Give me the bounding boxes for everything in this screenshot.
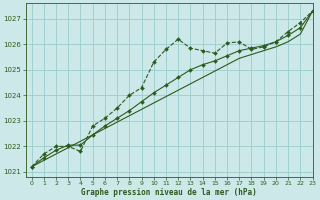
X-axis label: Graphe pression niveau de la mer (hPa): Graphe pression niveau de la mer (hPa) <box>81 188 257 197</box>
